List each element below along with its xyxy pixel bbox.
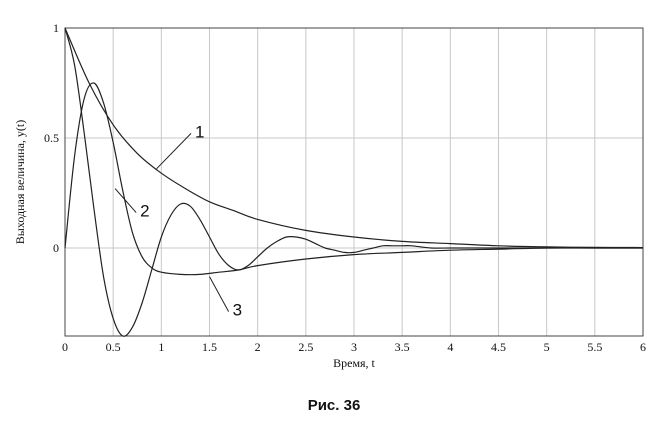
curve-leader-3 bbox=[209, 276, 230, 312]
x-axis-label: Время, t bbox=[333, 356, 375, 370]
curve-leader-2 bbox=[114, 188, 137, 213]
series-line-3 bbox=[64, 82, 643, 276]
curve-label-1: 1 bbox=[195, 122, 204, 141]
x-tick-label: 2 bbox=[255, 340, 261, 354]
y-axis-label: Выходная величина, y(t) bbox=[13, 120, 27, 245]
y-tick-label: 0 bbox=[53, 241, 59, 255]
curve-leader-1 bbox=[156, 133, 192, 170]
x-tick-label: 1 bbox=[158, 340, 164, 354]
plot-frame bbox=[64, 27, 644, 337]
x-tick-label: 0 bbox=[62, 340, 68, 354]
x-tick-label: 3 bbox=[351, 340, 357, 354]
figure-caption: Рис. 36 bbox=[307, 397, 361, 414]
x-tick-label: 0.5 bbox=[106, 340, 121, 354]
grid bbox=[65, 28, 643, 336]
series-line-1 bbox=[64, 27, 644, 249]
x-tick-label: 4 bbox=[447, 340, 453, 354]
series-line-2 bbox=[64, 27, 643, 337]
x-tick-label: 4.5 bbox=[491, 340, 506, 354]
curve-label-leaders bbox=[114, 133, 230, 312]
curve-label-2: 2 bbox=[140, 202, 149, 221]
x-tick-label: 2.5 bbox=[298, 340, 313, 354]
series-layer bbox=[64, 27, 644, 337]
x-tick-label: 6 bbox=[640, 340, 646, 354]
x-tick-label: 5.5 bbox=[587, 340, 602, 354]
x-tick-label: 5 bbox=[544, 340, 550, 354]
curve-labels: 1 2 3 bbox=[140, 122, 242, 319]
y-tick-label: 1 bbox=[53, 21, 59, 35]
y-tick-label: 0.5 bbox=[44, 131, 59, 145]
tick-labels: 0 0.5 1 1.5 2 2.5 3 3.5 4 4.5 5 5.5 6 0 0.5 1 bbox=[44, 21, 646, 354]
x-tick-label: 1.5 bbox=[202, 340, 217, 354]
x-tick-label: 3.5 bbox=[395, 340, 410, 354]
curve-label-3: 3 bbox=[233, 301, 242, 320]
